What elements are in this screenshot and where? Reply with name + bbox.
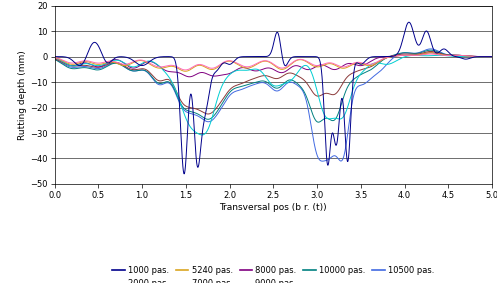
X-axis label: Transversal pos (b r. (t)): Transversal pos (b r. (t)) [220, 203, 327, 212]
Legend: 1000 pas., 2000 pas., 5240 pas., 7000 pas., 8000 pas., 9000 pas., 10000 pas., 10: 1000 pas., 2000 pas., 5240 pas., 7000 pa… [109, 263, 438, 283]
Y-axis label: Rutting depth (mm): Rutting depth (mm) [18, 50, 27, 140]
